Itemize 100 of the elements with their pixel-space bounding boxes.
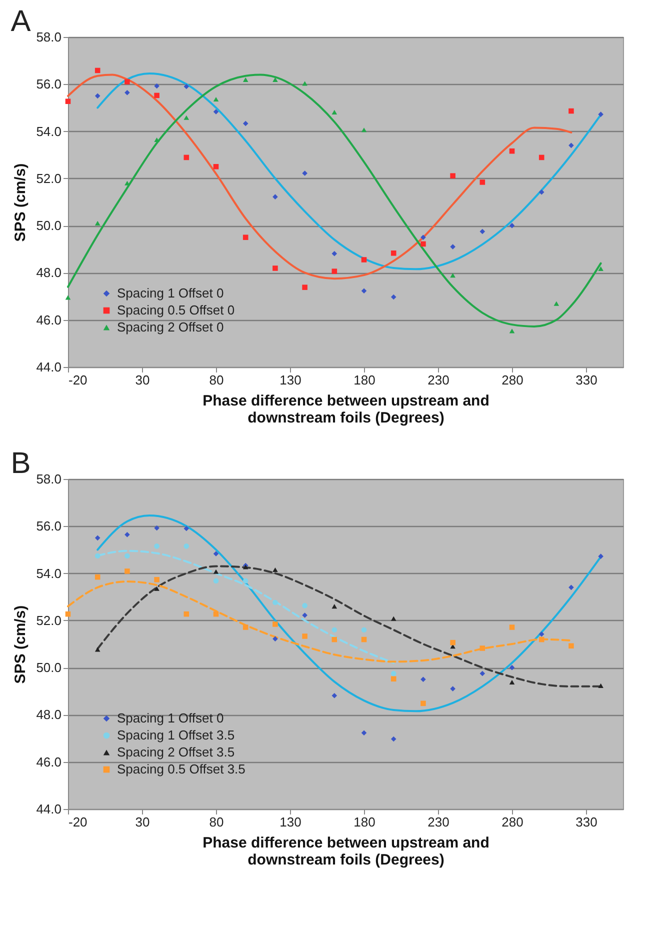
point: [509, 664, 515, 670]
legend-label: Spacing 0.5 Offset 0: [117, 302, 235, 318]
point: [213, 578, 219, 584]
point: [65, 98, 71, 104]
point: [94, 220, 100, 226]
point: [390, 670, 396, 676]
point: [124, 90, 130, 96]
y-tick-label: 46.0: [36, 754, 62, 770]
point: [124, 568, 130, 574]
x-tick-label: 330: [576, 372, 598, 388]
line-series: [96, 72, 602, 270]
x-tick-label: 230: [428, 372, 450, 388]
point: [154, 137, 160, 142]
y-tick-label: 50.0: [36, 660, 62, 676]
legend-label: Spacing 1 Offset 0: [117, 286, 224, 300]
point: [568, 108, 574, 114]
x-tick-label: 30: [135, 814, 150, 830]
y-tick-label: 54.0: [36, 124, 62, 139]
point: [65, 295, 71, 300]
point: [154, 544, 160, 549]
point: [538, 631, 544, 637]
y-tick-label: 56.0: [36, 518, 62, 534]
point: [598, 683, 604, 688]
x-tick-label: 330: [576, 814, 598, 830]
point: [154, 586, 160, 591]
point: [213, 569, 219, 574]
point: [94, 93, 100, 99]
x-tick-label: 30: [135, 372, 150, 388]
point: [302, 170, 308, 176]
point: [450, 686, 456, 692]
point: [94, 535, 100, 541]
point: [332, 268, 338, 274]
point: [213, 164, 219, 170]
point: [450, 244, 456, 250]
y-tick-label: 44.0: [36, 802, 62, 816]
chart-title: B: [10, 447, 31, 480]
legend-label: Spacing 2 Offset 0: [117, 320, 224, 334]
point: [332, 627, 338, 632]
point: [480, 646, 486, 651]
point: [361, 730, 367, 736]
y-tick-label: 44.0: [36, 360, 62, 374]
line-series: [67, 580, 572, 663]
line-series: [67, 74, 572, 280]
point: [554, 301, 560, 306]
x-tick-label: 280: [502, 372, 524, 388]
x-tick-label: 230: [428, 814, 450, 830]
y-tick-label: 48.0: [36, 265, 62, 280]
legend-label: Spacing 1 Offset 3.5: [117, 728, 235, 742]
point: [242, 77, 248, 82]
y-tick-label: 58.0: [36, 30, 62, 44]
x-tick-label: 130: [280, 814, 302, 830]
point: [272, 567, 278, 572]
point: [124, 532, 130, 538]
legend-label: Spacing 0.5 Offset 3.5: [117, 762, 246, 776]
point: [538, 189, 544, 195]
y-tick-label: 50.0: [36, 218, 62, 234]
point: [213, 96, 219, 102]
point: [598, 554, 604, 559]
x-tick-label: 80: [209, 372, 224, 388]
point: [390, 294, 396, 300]
x-tick-label: 180: [354, 814, 376, 830]
point: [420, 676, 426, 682]
x-tick-label: -20: [68, 372, 88, 388]
point: [94, 553, 100, 558]
legend-label: Spacing 1 Offset 0: [117, 710, 224, 726]
point: [568, 643, 574, 649]
y-tick-label: 58.0: [36, 472, 62, 486]
point: [272, 622, 278, 627]
point: [390, 736, 396, 742]
x-tick-label: 180: [354, 372, 376, 388]
point: [242, 234, 248, 240]
point: [598, 266, 604, 271]
point: [302, 284, 308, 290]
point: [184, 84, 190, 90]
x-tick-label: 280: [502, 814, 524, 830]
point: [332, 692, 338, 698]
point: [390, 676, 396, 682]
point: [302, 612, 308, 618]
x-axis-title: Phase difference between upstream and downstream foils (Degrees): [202, 834, 490, 868]
point: [184, 526, 190, 532]
y-axis-title: SPS (cm/s): [12, 605, 30, 684]
point: [598, 112, 604, 117]
y-tick-label: 54.0: [36, 566, 62, 581]
point: [361, 627, 367, 632]
point: [272, 636, 278, 642]
point: [154, 92, 160, 98]
point: [272, 194, 278, 200]
point: [509, 624, 515, 630]
point: [450, 173, 456, 178]
line-series: [96, 514, 602, 712]
point: [154, 577, 160, 582]
point: [361, 128, 367, 132]
point: [332, 250, 338, 256]
point: [450, 273, 456, 278]
point: [242, 578, 248, 584]
point: [568, 584, 574, 590]
point: [302, 634, 308, 639]
point: [509, 680, 515, 684]
y-axis-title: SPS (cm/s): [12, 163, 30, 242]
point: [420, 241, 426, 247]
